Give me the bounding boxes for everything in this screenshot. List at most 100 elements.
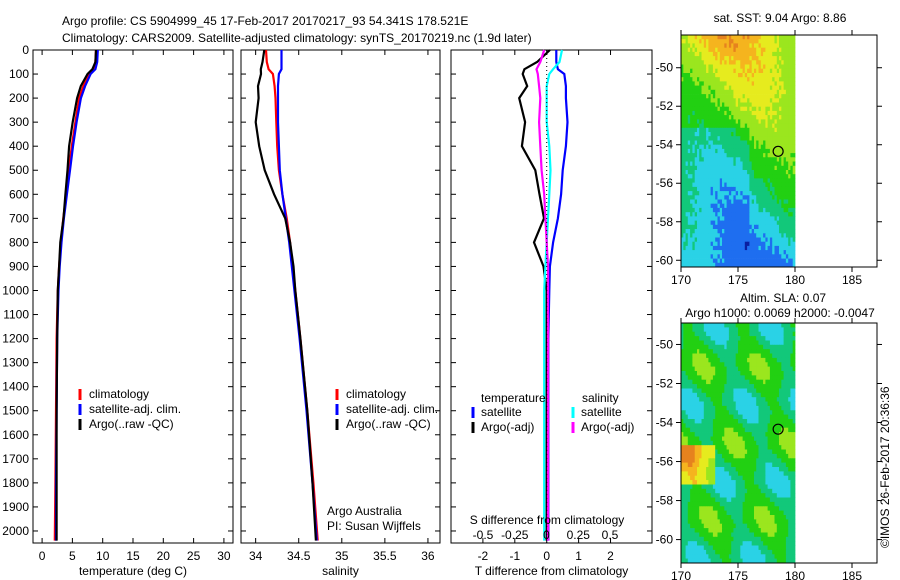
map-cell: [765, 85, 769, 91]
map-cell: [694, 115, 698, 120]
map-cell: [769, 60, 773, 65]
map-cell: [715, 475, 718, 481]
map-cell: [697, 203, 700, 209]
map-cell: [754, 216, 757, 222]
map-cell: [774, 148, 778, 154]
map-cell: [717, 262, 721, 268]
x-tick-label-secondary: 0.25: [567, 528, 591, 542]
map-cell: [728, 127, 732, 133]
map-cell: [683, 241, 686, 247]
map-cell: [685, 106, 689, 112]
map-cell: [697, 39, 700, 44]
map-cell: [733, 233, 737, 238]
map-cell: [717, 140, 721, 146]
map-cell: [690, 440, 693, 446]
map-cell: [788, 157, 791, 162]
map-cell: [754, 471, 757, 477]
map-cell: [726, 432, 730, 437]
map-cell: [765, 60, 769, 65]
map-cell: [733, 397, 737, 402]
map-cell: [740, 123, 743, 129]
map-cell: [772, 81, 775, 87]
map-cell: [735, 170, 739, 175]
map-cell: [747, 182, 750, 188]
map-cell: [783, 199, 787, 205]
map-cell: [790, 60, 794, 65]
map-cell: [763, 392, 766, 398]
map-cell: [692, 449, 696, 455]
map-cell: [763, 60, 766, 65]
map-cell: [790, 462, 794, 468]
map-cell: [724, 401, 727, 407]
map-cell: [715, 157, 718, 162]
map-cell: [738, 140, 741, 146]
map-cell: [687, 229, 691, 234]
map-cell: [749, 344, 753, 350]
map-cell: [728, 165, 732, 171]
map-cell: [744, 432, 748, 437]
map-cell: [715, 207, 718, 213]
map-cell: [701, 110, 705, 116]
map-cell: [728, 440, 732, 446]
map-cell: [685, 85, 689, 91]
map-cell: [687, 471, 691, 477]
map-cell: [783, 140, 787, 146]
map-cell: [779, 106, 782, 112]
map-cell: [769, 127, 773, 133]
map-cell: [710, 203, 714, 209]
map-cell: [681, 68, 684, 74]
map-cell: [751, 182, 755, 188]
map-cell: [783, 241, 787, 247]
map-cell: [758, 199, 762, 205]
map-cell: [735, 127, 739, 133]
map-cell: [699, 64, 702, 70]
map-cell: [701, 475, 705, 481]
map-cell: [733, 432, 737, 437]
map-cell: [767, 254, 771, 259]
map-cell: [694, 245, 698, 251]
map-cell: [703, 64, 707, 70]
map-cell: [715, 245, 718, 251]
map-cell: [715, 216, 718, 222]
map-cell: [724, 384, 727, 389]
map-cell: [756, 165, 759, 171]
map-cell: [699, 35, 702, 40]
map-cell: [708, 375, 712, 381]
map-cell: [710, 98, 714, 103]
map-cell: [756, 161, 759, 167]
map-cell: [749, 250, 753, 255]
map-cell: [735, 258, 739, 264]
map-cell: [756, 384, 759, 389]
map-cell: [708, 119, 712, 125]
map-cell: [724, 445, 727, 450]
map-cell: [751, 43, 755, 49]
map-cell: [690, 110, 693, 116]
map-cell: [792, 331, 796, 337]
map-cell: [769, 353, 773, 359]
map-cell: [731, 207, 734, 213]
map-cell: [742, 39, 746, 44]
map-cell: [731, 81, 734, 87]
map-cell: [760, 401, 764, 407]
map-cell: [749, 405, 753, 411]
map-cell: [763, 336, 766, 341]
map-cell: [790, 445, 794, 450]
map-cell: [776, 344, 780, 350]
map-cell: [697, 453, 700, 459]
map-cell: [697, 445, 700, 450]
map-cell: [781, 106, 784, 112]
map-cell: [783, 94, 787, 99]
map-cell: [788, 405, 791, 411]
map-cell: [701, 397, 705, 402]
map-cell: [790, 43, 794, 49]
map-cell: [733, 170, 737, 175]
map-cell: [726, 220, 730, 226]
map-cell: [735, 432, 739, 437]
map-cell: [717, 165, 721, 171]
map-cell: [715, 384, 718, 389]
x-axis-label: temperature (deg C): [79, 564, 187, 578]
map-cell: [699, 436, 702, 442]
map-cell: [685, 241, 689, 247]
map-cell: [776, 229, 780, 234]
map-cell: [744, 64, 748, 70]
